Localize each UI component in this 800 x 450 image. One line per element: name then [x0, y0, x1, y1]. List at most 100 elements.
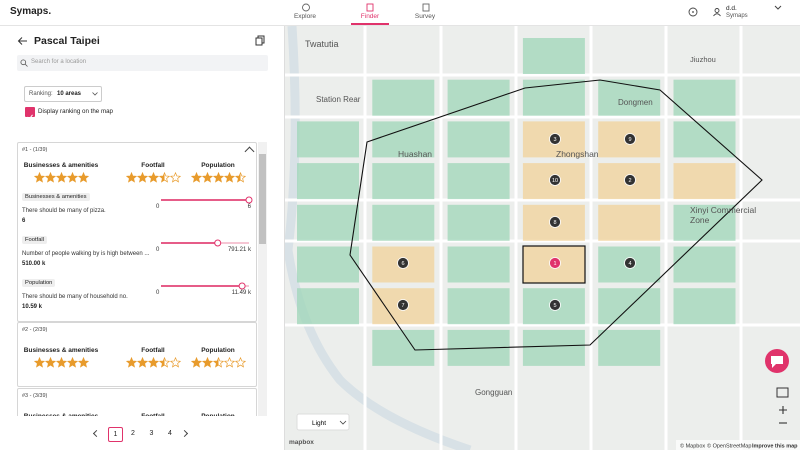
- tab[interactable]: Finder: [360, 13, 380, 20]
- back-arrow[interactable]: [17, 36, 29, 46]
- screenshot-icon[interactable]: [776, 387, 789, 398]
- slider-knob[interactable]: [214, 239, 222, 247]
- map-area[interactable]: [297, 204, 359, 241]
- map-area[interactable]: [673, 121, 736, 158]
- map-area[interactable]: [447, 163, 510, 200]
- page-button[interactable]: 1: [108, 427, 123, 442]
- place-label: Gongguan: [475, 388, 512, 397]
- search-box[interactable]: Search for a location: [17, 55, 268, 71]
- logo[interactable]: Symaps.: [10, 6, 52, 17]
- map-area[interactable]: [372, 204, 435, 241]
- rank-marker-label: 8: [553, 220, 556, 226]
- rating-stars: [190, 172, 246, 183]
- star-outline: [169, 357, 181, 368]
- rank-marker[interactable]: [397, 299, 409, 311]
- help-icon[interactable]: [687, 6, 699, 18]
- rank-marker[interactable]: [624, 174, 636, 186]
- map-area[interactable]: [598, 288, 661, 325]
- slider-max: 11.49 k: [231, 290, 251, 296]
- slider[interactable]: [157, 281, 253, 291]
- rank-marker[interactable]: [549, 174, 561, 186]
- rank-marker[interactable]: [549, 299, 561, 311]
- map-area[interactable]: [297, 246, 359, 283]
- star-fill: [56, 357, 66, 367]
- place-label: Zone: [690, 215, 710, 225]
- rank-marker-label: 10: [552, 178, 558, 184]
- user-icon[interactable]: [711, 6, 723, 18]
- ranking-select[interactable]: Ranking: 10 areas: [24, 86, 102, 102]
- map-area[interactable]: [598, 329, 661, 366]
- page-button[interactable]: 3: [149, 430, 154, 437]
- place-label: Xinyi Commercial: [690, 205, 756, 215]
- slider-knob[interactable]: [238, 282, 246, 290]
- star-fill: [159, 172, 164, 182]
- rank-marker[interactable]: [397, 257, 409, 269]
- prev-page[interactable]: [92, 429, 101, 438]
- select-chevron: [92, 92, 98, 96]
- rank-marker[interactable]: [549, 133, 561, 145]
- star-outline: [234, 357, 246, 368]
- user-name[interactable]: d.d.: [726, 5, 737, 12]
- rank-marker[interactable]: [624, 257, 636, 269]
- map-area[interactable]: [297, 121, 359, 158]
- star-outline: [66, 172, 78, 183]
- map-area[interactable]: [297, 163, 359, 200]
- star-outline: [201, 172, 213, 183]
- tab[interactable]: Survey: [414, 13, 436, 20]
- map-area[interactable]: [673, 79, 736, 116]
- map-area[interactable]: [673, 246, 736, 283]
- selected-area-outline[interactable]: [522, 245, 586, 284]
- rating-stars: [125, 357, 181, 368]
- map[interactable]: Twatutia Station Rear Huashan Zhongshan Dong…: [285, 26, 800, 450]
- user-org[interactable]: Symaps: [726, 13, 748, 19]
- checkbox-label[interactable]: Display ranking on the map: [38, 108, 113, 115]
- collapse-chevron[interactable]: [244, 146, 255, 157]
- user-menu-chevron[interactable]: [774, 5, 782, 11]
- map-area[interactable]: [673, 288, 736, 325]
- copy-icon[interactable]: [255, 35, 266, 47]
- zoom-in[interactable]: [779, 406, 787, 414]
- slider[interactable]: [157, 195, 253, 205]
- map-area[interactable]: [447, 246, 510, 283]
- map-area[interactable]: [372, 163, 435, 200]
- map-area[interactable]: [447, 79, 510, 116]
- attribution[interactable]: Improve this map: [752, 444, 798, 450]
- result-card[interactable]: #3 - (3/39) Businesses & amenities Footfal…: [17, 388, 257, 416]
- map-area[interactable]: [598, 79, 661, 116]
- map-area[interactable]: [522, 329, 585, 366]
- next-page[interactable]: [180, 429, 189, 438]
- mapbox-logo[interactable]: mapbox: [289, 439, 314, 446]
- rating-stars: [33, 357, 89, 368]
- scrollbar-thumb[interactable]: [259, 154, 266, 244]
- map-area[interactable]: [372, 329, 435, 366]
- result-card[interactable]: #2 - (2/39) Businesses & amenities Footfal…: [17, 322, 257, 387]
- star-fill: [202, 172, 212, 182]
- map-area[interactable]: [447, 288, 510, 325]
- score-name: Businesses & amenities: [23, 162, 99, 169]
- map-area[interactable]: [522, 79, 585, 116]
- result-card[interactable]: #1 - (1/39) Businesses & amenities Footfal…: [17, 142, 257, 322]
- page-button[interactable]: 4: [168, 430, 172, 437]
- attribution[interactable]: © Mapbox: [680, 443, 705, 450]
- tab[interactable]: Explore: [293, 13, 317, 20]
- map-area[interactable]: [598, 204, 661, 241]
- page-button[interactable]: 2: [131, 430, 135, 437]
- slider[interactable]: [157, 238, 253, 248]
- slider-knob[interactable]: [245, 196, 253, 204]
- map-area[interactable]: [372, 79, 435, 116]
- checkbox[interactable]: [25, 107, 35, 120]
- map-area[interactable]: [447, 121, 510, 158]
- map-area[interactable]: [447, 204, 510, 241]
- sidebar: Pascal Taipei Search for a location Rank…: [0, 26, 285, 450]
- place-label: Zhongshan: [556, 149, 599, 159]
- attribution[interactable]: © OpenStreetMap: [707, 443, 751, 450]
- map-area[interactable]: [297, 288, 359, 325]
- map-area[interactable]: [372, 121, 435, 158]
- rank-marker[interactable]: [624, 133, 636, 145]
- rating-stars: [190, 357, 246, 368]
- map-area[interactable]: [522, 38, 585, 74]
- map-area[interactable]: [673, 163, 736, 200]
- style-select[interactable]: [296, 413, 350, 431]
- rank-marker[interactable]: [549, 257, 561, 269]
- rank-marker[interactable]: [549, 216, 561, 228]
